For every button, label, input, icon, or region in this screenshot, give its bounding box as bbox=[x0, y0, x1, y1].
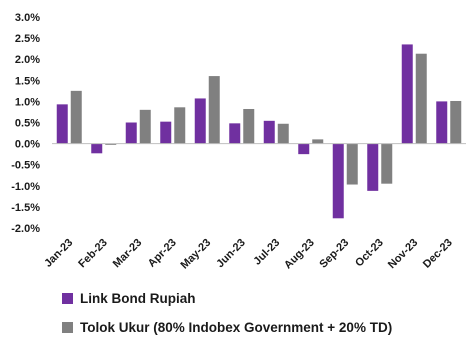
bar-series-2-Feb-23 bbox=[105, 143, 117, 145]
x-tick-label: Nov-23 bbox=[386, 237, 420, 271]
bar-series-2-May-23 bbox=[208, 76, 220, 144]
x-tick-label: Mar-23 bbox=[111, 237, 145, 271]
bar-series-2-Dec-23 bbox=[450, 100, 462, 144]
x-tick-label: May-23 bbox=[179, 237, 214, 272]
bar-series-2-Nov-23 bbox=[415, 53, 427, 144]
y-tick-label: 2.0% bbox=[15, 54, 40, 66]
x-tick-label: Oct-23 bbox=[353, 237, 386, 270]
legend-swatch-series-2 bbox=[62, 322, 73, 333]
x-tick-label: Sep-23 bbox=[317, 237, 351, 271]
legend-swatch-series-1 bbox=[62, 293, 73, 304]
bar-series-2-Jan-23 bbox=[70, 90, 82, 144]
x-tick-label: Feb-23 bbox=[76, 237, 110, 271]
bar-series-1-Aug-23 bbox=[298, 143, 310, 155]
y-tick-label: 0.0% bbox=[15, 139, 40, 151]
bar-series-1-Feb-23 bbox=[91, 143, 103, 154]
bar-series-2-Mar-23 bbox=[139, 109, 151, 144]
x-tick-label: Jun-23 bbox=[214, 237, 248, 271]
y-tick-label: -2.0% bbox=[11, 223, 40, 235]
y-tick-label: 1.0% bbox=[15, 96, 40, 108]
x-tick-label: Apr-23 bbox=[146, 237, 179, 270]
bar-series-1-Jul-23 bbox=[263, 120, 275, 144]
bar-series-1-Mar-23 bbox=[125, 122, 137, 144]
legend-item-series-1: Link Bond Rupiah bbox=[62, 291, 196, 306]
x-tick-label: Jan-23 bbox=[42, 237, 75, 270]
bar-series-2-Oct-23 bbox=[381, 143, 393, 184]
bar-series-1-Jun-23 bbox=[229, 123, 241, 144]
legend-label-series-1: Link Bond Rupiah bbox=[80, 291, 196, 306]
y-axis-tick-labels: 3.0% 2.5% 2.0% 1.5% 1.0% 0.5% 0.0% -0.5% -1.0% -1… bbox=[11, 12, 40, 235]
bar-series-2-Aug-23 bbox=[312, 139, 324, 144]
bar-chart: 3.0% 2.5% 2.0% 1.5% 1.0% 0.5% 0.0% -0.5% -1.0% -1… bbox=[11, 12, 466, 272]
legend-label-series-2: Tolok Ukur (80% Indobex Government + 20%… bbox=[80, 320, 393, 335]
x-tick-label: Aug-23 bbox=[282, 237, 317, 272]
bar-series-2-Apr-23 bbox=[174, 107, 186, 144]
x-axis-tick-labels: Jan-23 Feb-23 Mar-23 Apr-23 May-23 Jun-23 Jul-… bbox=[42, 237, 455, 272]
y-tick-label: -0.5% bbox=[11, 160, 40, 172]
bar-series-1-Dec-23 bbox=[436, 101, 448, 144]
legend-item-series-2: Tolok Ukur (80% Indobex Government + 20%… bbox=[62, 320, 392, 335]
y-tick-label: -1.0% bbox=[11, 181, 40, 193]
bar-series-1-Oct-23 bbox=[367, 143, 379, 191]
bar-series-2-Jul-23 bbox=[277, 123, 289, 144]
x-tick-label: Dec-23 bbox=[421, 237, 455, 271]
bar-series-1-Sep-23 bbox=[332, 143, 344, 219]
y-tick-label: 3.0% bbox=[15, 12, 40, 24]
y-tick-label: 1.5% bbox=[15, 75, 40, 87]
bars bbox=[56, 44, 462, 219]
y-tick-label: -1.5% bbox=[11, 202, 40, 214]
bar-series-2-Sep-23 bbox=[346, 143, 358, 185]
y-tick-label: 0.5% bbox=[15, 118, 40, 130]
bar-series-1-Jan-23 bbox=[56, 104, 68, 144]
y-tick-label: 2.5% bbox=[15, 33, 40, 45]
bar-series-2-Jun-23 bbox=[243, 108, 255, 144]
bar-series-1-May-23 bbox=[194, 98, 206, 144]
x-tick-label: Jul-23 bbox=[251, 237, 282, 268]
bar-series-1-Apr-23 bbox=[160, 121, 172, 144]
bar-series-1-Nov-23 bbox=[401, 44, 413, 144]
